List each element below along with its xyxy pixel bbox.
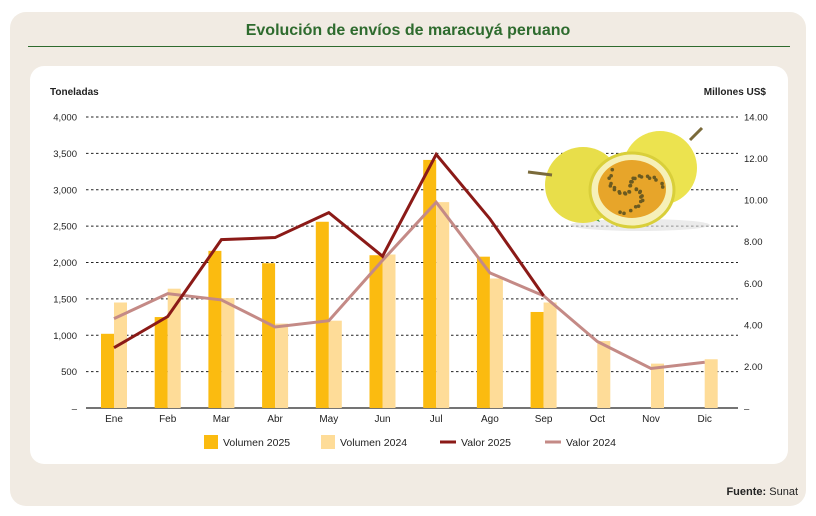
x-tick-label: Mar [213,414,231,425]
bar-volumen-2024 [167,288,181,408]
fruit-seed [634,187,639,192]
fruit-seed [652,175,657,180]
fruit-seed [628,183,633,188]
fruit-seed [622,211,626,216]
legend-label: Valor 2024 [566,437,616,449]
fruit-seed [636,204,641,208]
x-tick-label: May [319,414,338,425]
x-tick-label: Feb [159,414,177,425]
y-axis-label: Toneladas [50,87,99,98]
bar-volumen-2025 [315,221,329,408]
fruit-seed [627,189,631,194]
x-tick-label: Oct [590,414,606,425]
y-right-tick-label: 12.00 [744,154,768,165]
x-tick-label: Dic [697,414,711,425]
x-tick-label: Ene [105,414,123,425]
fruit-seed [660,185,665,189]
fruit-seed [660,181,664,186]
legend-label: Volumen 2025 [223,437,290,449]
fruit-stem [688,126,704,142]
y-right-tick-label: 2.00 [744,362,763,373]
line-valor-2025 [113,151,545,350]
bar-volumen-2025 [423,159,437,408]
fruit-seed [617,189,622,194]
fruit-seed [633,176,637,181]
fruit-seed [647,176,652,180]
bar-volumen-2025 [101,333,114,408]
y-tick-label: 500 [61,367,77,378]
y-tick-label: 1,000 [53,331,77,342]
fruit-seed [630,180,634,184]
bar-volumen-2024 [221,298,235,408]
title-divider [28,46,790,47]
fruit-seed [639,175,644,179]
fruit-stem [527,170,553,177]
y-tick-label: 2,500 [53,222,77,233]
line-valor-2024 [113,199,705,371]
y-tick-label: 1,500 [53,294,77,305]
legend-swatch [321,435,335,449]
bar-volumen-2025 [476,256,490,408]
fruit-seed [612,185,617,190]
fruit-seed [628,208,633,213]
fruit-seed [622,191,627,195]
chart-title: Evolución de envíos de maracuyá peruano [245,22,571,39]
y-right-tick-label: 8.00 [744,237,763,248]
legend-label: Volumen 2024 [340,437,407,449]
bar-volumen-2025 [530,311,544,408]
fruit-seed [654,178,658,182]
bar-volumen-2025 [208,250,222,408]
y-tick-label: 3,000 [53,185,77,196]
x-tick-label: Sep [535,414,553,425]
y-right-tick-label: 4.00 [744,320,763,331]
x-tick-label: Jun [374,414,390,425]
fruit-seed [637,190,642,195]
y-tick-label: – [72,404,78,415]
fruit-seed [639,195,643,199]
source-value: Sunat [769,486,798,498]
bar-volumen-2024 [436,202,450,408]
x-tick-label: Ago [481,414,499,425]
legend-label: Valor 2025 [461,437,511,449]
source-label: Fuente: [726,486,767,498]
bar-volumen-2024 [275,323,289,408]
legend-swatch [204,435,218,449]
bar-volumen-2024 [114,302,127,408]
y-right-tick-label: – [744,404,750,415]
fruit-seed [609,181,613,186]
fruit-seed [638,199,643,204]
fruit-seed [607,176,611,180]
fruit-seed [618,210,622,215]
x-tick-label: Nov [642,414,660,425]
bar-volumen-2024 [704,359,718,408]
bar-volumen-2024 [651,363,664,408]
bar-volumen-2025 [154,317,168,408]
x-tick-label: Jul [430,414,443,425]
fruit-pulp [598,160,666,218]
bar-volumen-2025 [369,255,383,408]
bar-volumen-2024 [328,320,342,408]
bar-volumen-2024 [543,302,557,408]
source-note: Fuente: Sunat [726,486,798,498]
passion-fruit-image [527,126,710,231]
y-tick-label: 3,500 [53,149,77,160]
bar-volumen-2024 [489,278,503,408]
fruit-seed [609,173,613,178]
fruit-seed [610,167,615,172]
y-right-tick-label: 6.00 [744,279,763,290]
bar-volumen-2024 [382,254,396,408]
y-right-tick-label: 14.00 [744,113,768,124]
y-axis-right-label: Millones US$ [704,87,767,98]
y-tick-label: 4,000 [53,113,77,124]
x-tick-label: Abr [267,414,283,425]
y-tick-label: 2,000 [53,258,77,269]
fruit-seed [633,204,638,209]
bar-volumen-2025 [262,263,276,408]
y-right-tick-label: 10.00 [744,196,768,207]
bar-volumen-2024 [597,341,611,408]
